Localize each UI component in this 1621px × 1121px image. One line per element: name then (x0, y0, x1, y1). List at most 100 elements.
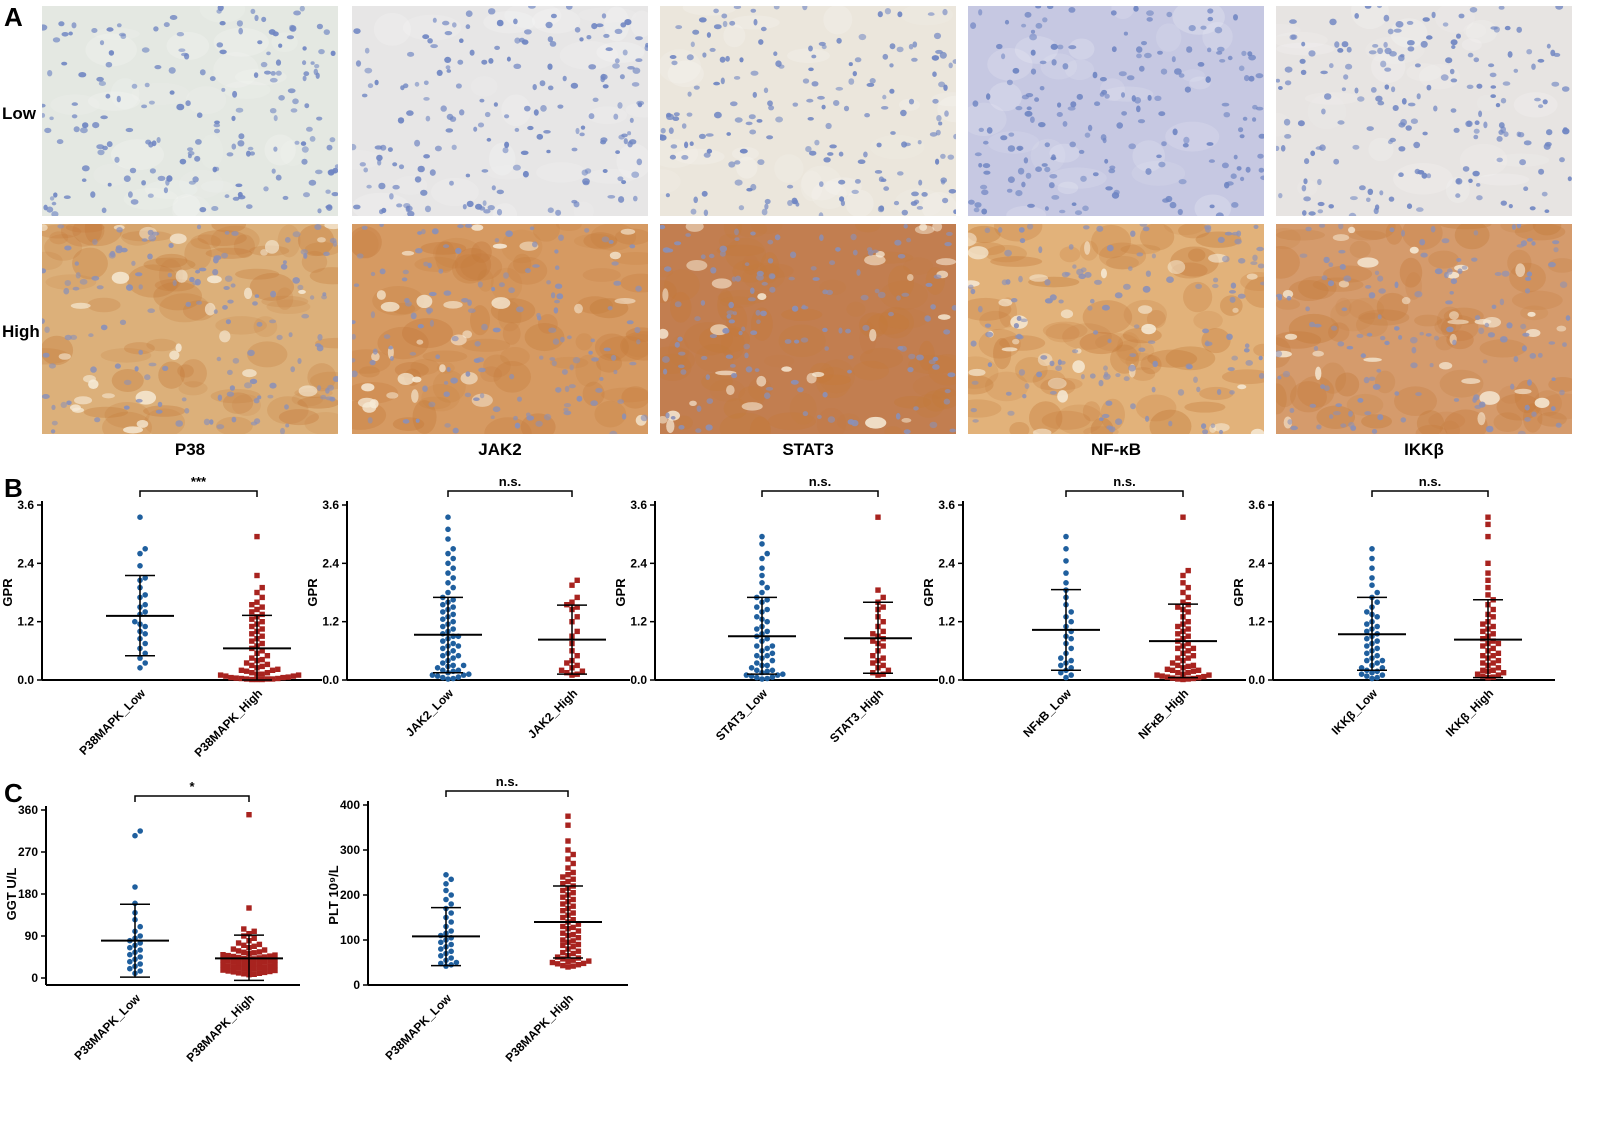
data-point (743, 672, 750, 678)
data-point (1185, 594, 1191, 601)
data-point (579, 668, 586, 674)
data-point (1364, 650, 1370, 657)
data-point (246, 812, 252, 818)
data-point (272, 962, 278, 969)
data-point (440, 667, 446, 674)
data-point (575, 962, 582, 968)
data-point (759, 580, 765, 586)
data-point (264, 661, 271, 668)
data-point (230, 959, 237, 965)
data-point (440, 616, 446, 622)
data-point (445, 560, 451, 567)
x-tick-label: P38MAPK_Low (71, 991, 143, 1063)
significance-label: n.s. (496, 774, 518, 789)
data-point (443, 896, 449, 903)
data-point (445, 570, 451, 576)
data-point (565, 865, 571, 871)
data-point (570, 903, 576, 909)
panel-letter-b: B (4, 473, 23, 503)
data-point (1185, 584, 1191, 591)
significance-label: n.s. (1113, 474, 1135, 489)
data-point (132, 832, 138, 839)
data-point (440, 674, 446, 681)
data-point (1175, 676, 1181, 682)
data-point (880, 619, 886, 625)
data-point (1175, 604, 1181, 610)
significance-label: n.s. (809, 474, 831, 489)
data-point (249, 631, 255, 637)
data-point (137, 961, 143, 967)
data-point (261, 959, 268, 965)
data-point (445, 580, 451, 586)
data-point (460, 672, 467, 678)
data-point (142, 631, 148, 637)
x-tick-label: P38MAPK_Low (76, 686, 148, 758)
data-point (251, 966, 257, 972)
y-tick-label: 1.2 (1248, 615, 1265, 629)
significance-label: n.s. (1419, 474, 1441, 489)
y-tick-label: 2.4 (630, 556, 647, 570)
data-point (1369, 546, 1375, 552)
data-point (764, 597, 770, 603)
data-point (254, 606, 260, 613)
data-point (1180, 572, 1186, 579)
significance-bracket (139, 490, 258, 497)
data-point (575, 948, 582, 954)
micrograph-low-2 (352, 6, 648, 216)
data-point (445, 589, 451, 596)
data-point (241, 933, 247, 939)
data-point (565, 822, 571, 828)
data-point (249, 616, 255, 622)
data-point (448, 876, 455, 883)
data-point (764, 584, 770, 591)
y-axis-label: PLT 10⁹/L (326, 865, 341, 924)
y-tick-label: 0 (353, 978, 360, 992)
x-tick-label: STAT3_Low (713, 686, 771, 744)
data-point (1374, 674, 1380, 681)
chart-7: 0 100 200 300 400 PLT 10⁹/L n.s. P38MAPK_Low P38… (326, 774, 628, 1065)
y-tick-label: 1.2 (322, 615, 339, 629)
data-point (764, 645, 770, 652)
data-point (780, 671, 786, 677)
data-point (1364, 628, 1370, 635)
data-point (254, 572, 260, 579)
data-point (450, 611, 457, 618)
data-point (235, 940, 242, 946)
y-tick-label: 0.0 (1248, 673, 1265, 687)
data-point (264, 653, 271, 659)
data-point (254, 589, 260, 596)
data-point (574, 604, 580, 610)
data-point (246, 905, 252, 911)
micrograph-high-5 (1276, 224, 1572, 434)
data-point (1495, 665, 1502, 671)
y-tick-label: 0.0 (938, 673, 955, 687)
data-point (142, 660, 148, 666)
data-point (759, 565, 765, 571)
data-point (251, 928, 257, 934)
data-point (249, 670, 255, 676)
micrograph-high-2 (352, 224, 648, 434)
data-point (1495, 657, 1502, 664)
data-point (574, 594, 580, 601)
data-point (137, 665, 143, 671)
data-point (870, 638, 876, 644)
data-point (1185, 619, 1191, 625)
data-point (450, 655, 457, 661)
data-point (574, 653, 580, 659)
data-point (264, 670, 271, 676)
data-point (1068, 618, 1074, 625)
data-point (1185, 567, 1191, 574)
data-point (448, 919, 455, 925)
micrograph-high-3 (660, 224, 956, 434)
data-point (243, 660, 250, 666)
data-point (759, 541, 765, 547)
data-point (880, 671, 886, 677)
data-point (261, 964, 268, 970)
data-point (230, 964, 237, 970)
data-point (1480, 621, 1486, 627)
chart-2: 0.0 1.2 2.4 3.6 GPR n.s. JAK2_Low JAK2_High (305, 474, 630, 741)
data-point (127, 951, 133, 958)
y-axis-label: GPR (921, 578, 936, 607)
data-point (1175, 623, 1181, 630)
